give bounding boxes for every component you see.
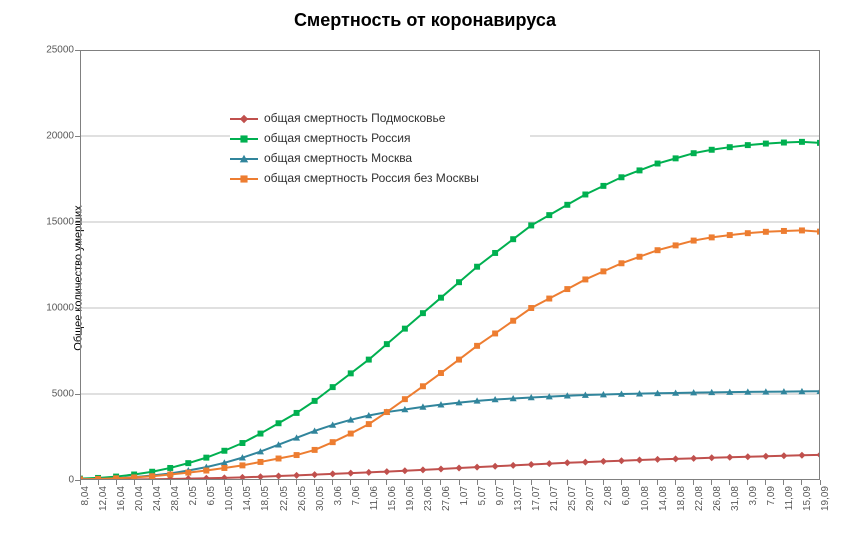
y-tick-label: 25000 bbox=[46, 45, 80, 56]
x-tick-label: 18,05 bbox=[260, 480, 271, 511]
diamond-marker-icon bbox=[238, 113, 250, 125]
x-tick-label: 17,07 bbox=[531, 480, 542, 511]
x-tick-label: 6,08 bbox=[621, 480, 632, 505]
legend-swatch bbox=[230, 133, 258, 145]
y-tick-label: 0 bbox=[68, 475, 80, 486]
x-tick-label: 14,05 bbox=[242, 480, 253, 511]
y-tick-label: 15000 bbox=[46, 217, 80, 228]
x-tick-label: 26,08 bbox=[712, 480, 723, 511]
x-tick-label: 24,04 bbox=[152, 480, 163, 511]
legend-item: общая смертность Подмосковье bbox=[230, 111, 530, 125]
y-tick-label: 20000 bbox=[46, 131, 80, 142]
x-tick-label: 25,07 bbox=[567, 480, 578, 511]
x-tick-label: 2,08 bbox=[603, 480, 614, 505]
chart-container: Смертность от коронавируса Общее количес… bbox=[0, 0, 850, 556]
square-marker-icon bbox=[238, 173, 250, 185]
legend-label: общая смертность Россия без Москвы bbox=[264, 171, 479, 185]
y-tick-label: 5000 bbox=[52, 389, 80, 400]
x-tick-label: 3,06 bbox=[333, 480, 344, 505]
square-marker-icon bbox=[238, 133, 250, 145]
x-tick-label: 1,07 bbox=[459, 480, 470, 505]
x-tick-label: 20,04 bbox=[134, 480, 145, 511]
legend-label: общая смертность Москва bbox=[264, 151, 412, 165]
x-tick-label: 31,08 bbox=[730, 480, 741, 511]
legend-label: общая смертность Подмосковье bbox=[264, 111, 445, 125]
y-tick-label: 10000 bbox=[46, 303, 80, 314]
x-tick-label: 21,07 bbox=[549, 480, 560, 511]
legend-swatch bbox=[230, 113, 258, 125]
triangle-marker-icon bbox=[238, 153, 250, 165]
x-tick-label: 2,05 bbox=[188, 480, 199, 505]
legend-item: общая смертность Москва bbox=[230, 151, 530, 165]
legend-item: общая смертность Россия без Москвы bbox=[230, 171, 530, 185]
legend-swatch bbox=[230, 173, 258, 185]
x-tick-label: 15,09 bbox=[802, 480, 813, 511]
x-tick-label: 22,05 bbox=[279, 480, 290, 511]
legend-label: общая смертность Россия bbox=[264, 131, 411, 145]
x-tick-label: 14,08 bbox=[658, 480, 669, 511]
x-tick-label: 12,04 bbox=[98, 480, 109, 511]
x-tick-label: 27,06 bbox=[441, 480, 452, 511]
x-tick-label: 15,06 bbox=[387, 480, 398, 511]
x-tick-label: 28,04 bbox=[170, 480, 181, 511]
legend: общая смертность Подмосковье общая смертн… bbox=[230, 105, 530, 191]
x-tick-label: 18,08 bbox=[676, 480, 687, 511]
x-tick-label: 11,09 bbox=[784, 480, 795, 510]
x-tick-label: 7,06 bbox=[351, 480, 362, 505]
x-tick-label: 26,05 bbox=[297, 480, 308, 511]
x-tick-label: 5,07 bbox=[477, 480, 488, 505]
x-tick-label: 7,09 bbox=[766, 480, 777, 505]
x-tick-label: 19,06 bbox=[405, 480, 416, 511]
x-tick-label: 6,05 bbox=[206, 480, 217, 505]
x-tick-label: 9,07 bbox=[495, 480, 506, 505]
x-tick-label: 19,09 bbox=[820, 480, 831, 511]
x-tick-label: 10,08 bbox=[640, 480, 651, 511]
x-tick-label: 11,06 bbox=[369, 480, 380, 510]
x-tick-label: 29,07 bbox=[585, 480, 596, 511]
x-tick-label: 30,05 bbox=[315, 480, 326, 511]
x-tick-label: 3,09 bbox=[748, 480, 759, 505]
x-tick-label: 23,06 bbox=[423, 480, 434, 511]
x-tick-label: 22,08 bbox=[694, 480, 705, 511]
x-tick-label: 8,04 bbox=[80, 480, 91, 505]
x-tick-label: 13,07 bbox=[513, 480, 524, 511]
chart-title: Смертность от коронавируса bbox=[0, 10, 850, 31]
legend-swatch bbox=[230, 153, 258, 165]
legend-item: общая смертность Россия bbox=[230, 131, 530, 145]
x-tick-label: 16,04 bbox=[116, 480, 127, 511]
x-tick-label: 10,05 bbox=[224, 480, 235, 511]
